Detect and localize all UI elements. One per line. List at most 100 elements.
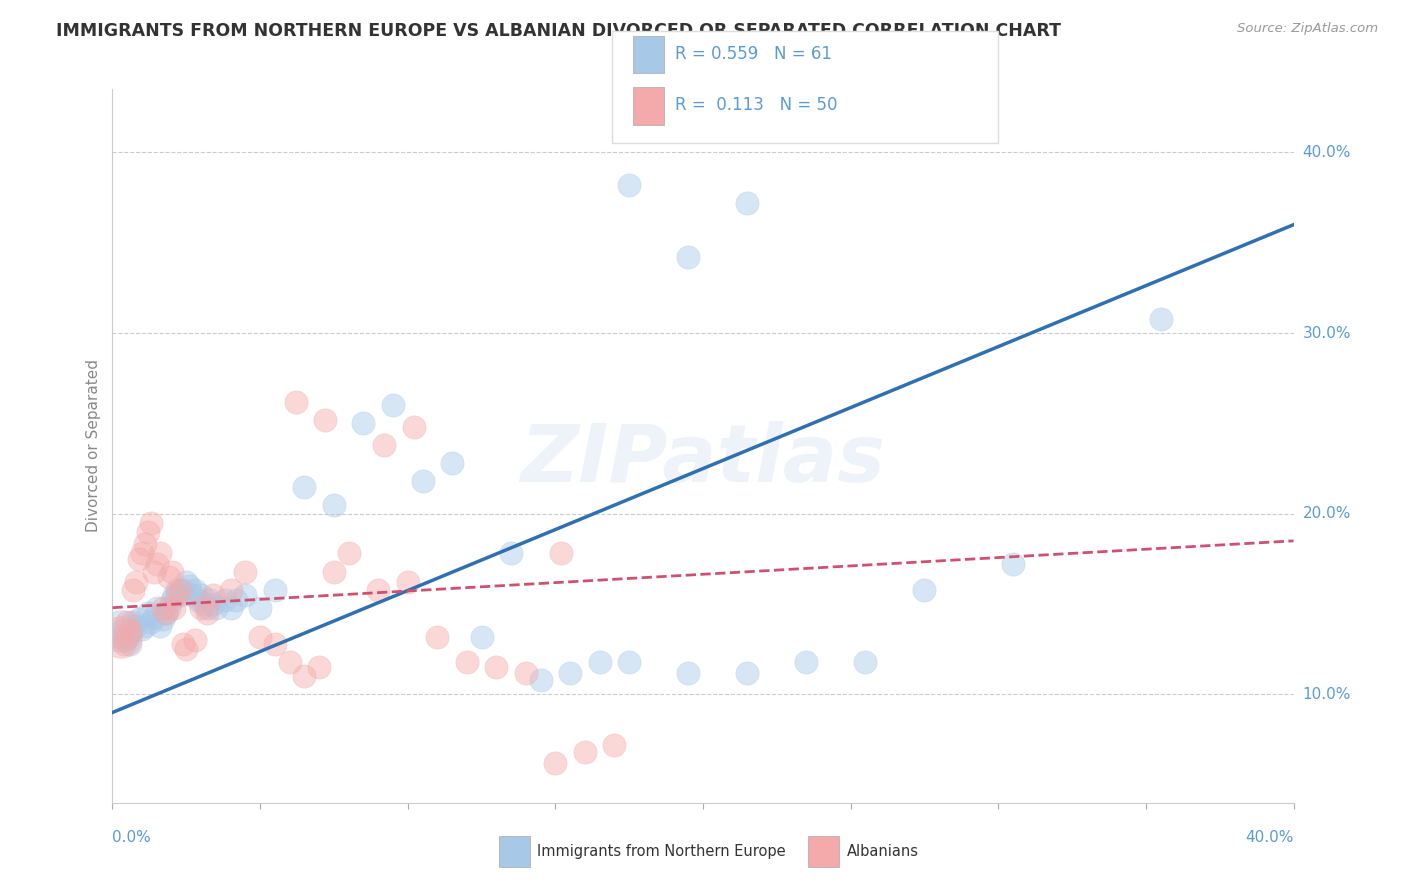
Point — [184, 633, 207, 648]
Point — [172, 582, 194, 597]
Text: ZIPatlas: ZIPatlas — [520, 421, 886, 500]
Point — [426, 630, 449, 644]
Point — [314, 413, 336, 427]
Point — [515, 665, 537, 680]
Point — [544, 756, 567, 770]
Point — [169, 588, 191, 602]
Point — [402, 420, 425, 434]
Point — [139, 615, 162, 629]
Point — [112, 637, 135, 651]
Point — [619, 178, 641, 192]
Point — [249, 600, 271, 615]
Point — [588, 655, 610, 669]
Point — [190, 588, 212, 602]
Point — [155, 606, 177, 620]
Point — [160, 565, 183, 579]
Point — [110, 630, 132, 644]
Point — [678, 250, 700, 264]
Point — [146, 558, 169, 572]
Text: 40.0%: 40.0% — [1302, 145, 1351, 160]
Point — [160, 593, 183, 607]
Point — [152, 611, 174, 625]
Point — [179, 579, 201, 593]
Point — [485, 660, 508, 674]
Point — [125, 619, 148, 633]
Point — [122, 615, 145, 629]
Point — [155, 606, 177, 620]
Point — [117, 615, 138, 629]
Point — [205, 600, 228, 615]
Point — [149, 547, 172, 561]
Point — [323, 565, 346, 579]
Point — [131, 547, 153, 561]
Point — [110, 630, 132, 644]
Point — [120, 624, 142, 639]
Point — [796, 655, 818, 669]
Point — [157, 570, 180, 584]
Point — [249, 630, 271, 644]
Point — [169, 582, 191, 597]
Point — [441, 456, 464, 470]
Point — [110, 624, 132, 639]
Point — [166, 582, 188, 597]
Point — [264, 582, 287, 597]
Point — [284, 394, 307, 409]
Point — [737, 196, 759, 211]
Point — [337, 547, 360, 561]
Point — [373, 438, 395, 452]
Text: 0.0%: 0.0% — [112, 830, 152, 845]
Point — [411, 474, 433, 488]
Point — [172, 637, 194, 651]
Point — [574, 745, 596, 759]
Point — [163, 588, 186, 602]
Text: R =  0.113   N = 50: R = 0.113 N = 50 — [675, 96, 838, 114]
Point — [142, 565, 165, 579]
Point — [201, 597, 224, 611]
Point — [678, 665, 700, 680]
Point — [174, 642, 197, 657]
Point — [292, 480, 315, 494]
Point — [174, 575, 197, 590]
Point — [110, 624, 132, 639]
Point — [193, 597, 215, 611]
Point — [117, 630, 138, 644]
Text: 10.0%: 10.0% — [1302, 687, 1351, 702]
Point — [558, 665, 582, 680]
Point — [308, 660, 330, 674]
Point — [219, 600, 242, 615]
Point — [142, 609, 165, 624]
Point — [136, 606, 159, 620]
Text: 30.0%: 30.0% — [1302, 326, 1351, 341]
Point — [352, 417, 374, 431]
Point — [195, 606, 218, 620]
Text: R = 0.559   N = 61: R = 0.559 N = 61 — [675, 45, 832, 62]
Y-axis label: Divorced or Separated: Divorced or Separated — [86, 359, 101, 533]
Point — [225, 593, 247, 607]
Text: Albanians: Albanians — [846, 845, 918, 859]
Point — [163, 600, 186, 615]
Point — [146, 600, 169, 615]
Point — [184, 582, 207, 597]
Point — [131, 623, 153, 637]
Point — [382, 398, 405, 412]
Point — [187, 593, 209, 607]
Text: Source: ZipAtlas.com: Source: ZipAtlas.com — [1237, 22, 1378, 36]
Point — [195, 600, 218, 615]
Point — [122, 582, 145, 597]
Text: IMMIGRANTS FROM NORTHERN EUROPE VS ALBANIAN DIVORCED OR SEPARATED CORRELATION CH: IMMIGRANTS FROM NORTHERN EUROPE VS ALBAN… — [56, 22, 1062, 40]
Point — [914, 582, 936, 597]
Point — [166, 588, 188, 602]
Point — [501, 547, 523, 561]
Point — [125, 575, 148, 590]
Point — [136, 524, 159, 539]
Point — [139, 516, 162, 530]
Point — [550, 547, 572, 561]
Point — [855, 655, 877, 669]
Point — [198, 593, 221, 607]
Point — [219, 582, 242, 597]
Point — [264, 637, 287, 651]
Text: Immigrants from Northern Europe: Immigrants from Northern Europe — [537, 845, 786, 859]
Point — [323, 498, 346, 512]
Point — [1001, 558, 1024, 572]
Point — [396, 575, 419, 590]
